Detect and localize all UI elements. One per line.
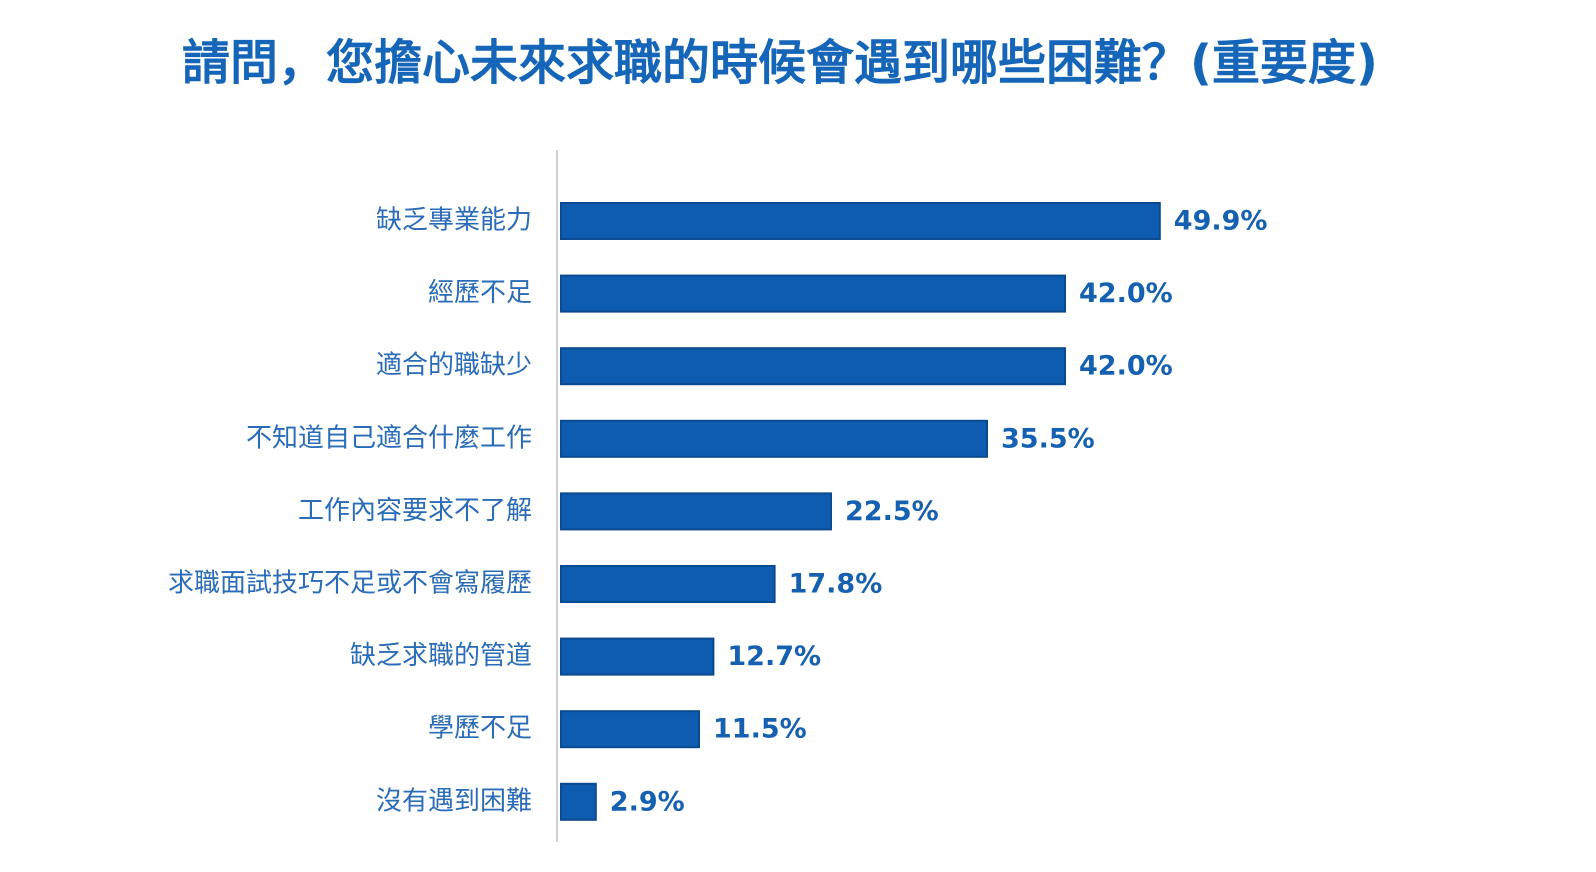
- value-label: 42.0%: [1079, 278, 1173, 309]
- value-label: 11.5%: [713, 714, 807, 745]
- bar: [560, 274, 1066, 313]
- value-label: 12.7%: [727, 641, 821, 672]
- category-label: 缺乏求職的管道: [350, 641, 532, 671]
- bar: [560, 565, 776, 603]
- category-label: 缺乏專業能力: [376, 206, 532, 236]
- bar: [560, 637, 715, 676]
- category-label: 經歷不足: [428, 278, 532, 308]
- value-label: 22.5%: [845, 496, 939, 527]
- value-label: 2.9%: [610, 786, 685, 817]
- bar: [560, 419, 988, 458]
- value-label: 42.0%: [1079, 351, 1173, 382]
- category-label: 沒有遇到困難: [376, 786, 532, 816]
- category-label: 求職面試技巧不足或不會寫履歷: [168, 569, 532, 599]
- value-label: 49.9%: [1174, 206, 1268, 237]
- bar: [560, 202, 1161, 240]
- category-label: 不知道自己適合什麼工作: [246, 423, 532, 453]
- value-label: 35.5%: [1001, 423, 1095, 454]
- chart-title: 請問，您擔心未來求職的時候會遇到哪些困難？(重要度): [182, 35, 1378, 91]
- bar: [560, 347, 1066, 386]
- category-label: 適合的職缺少: [376, 351, 532, 381]
- category-label: 工作內容要求不了解: [298, 496, 532, 526]
- bar: [560, 710, 700, 749]
- bar: [560, 492, 832, 531]
- bar: [560, 782, 597, 821]
- category-label: 學歷不足: [428, 714, 532, 744]
- value-label: 17.8%: [789, 569, 883, 600]
